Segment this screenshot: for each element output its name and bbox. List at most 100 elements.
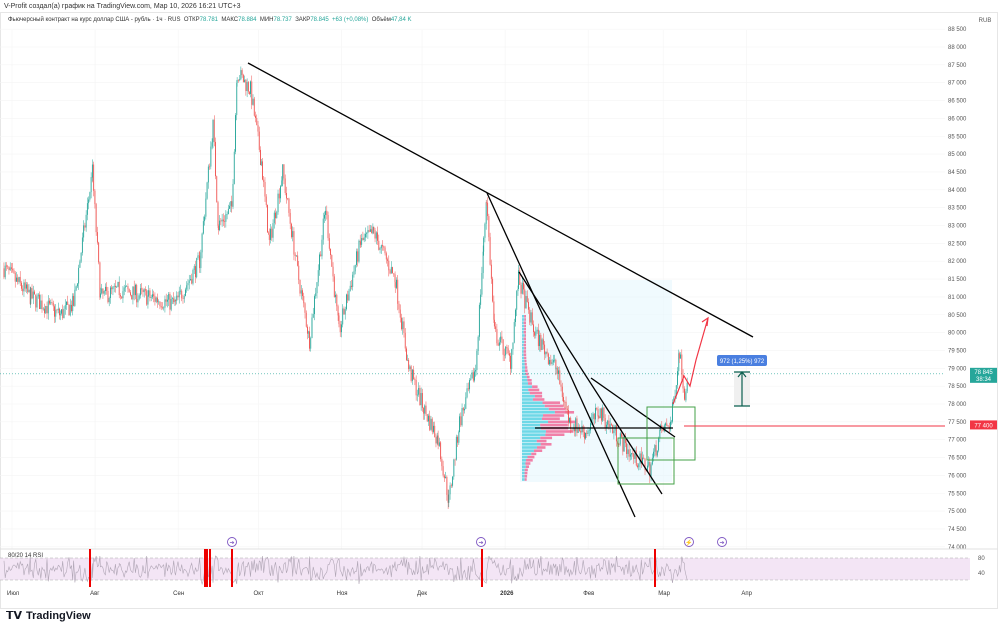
candle[interactable] (101, 288, 103, 294)
candle[interactable] (665, 423, 667, 426)
candle[interactable] (489, 237, 491, 265)
candle[interactable] (321, 239, 323, 257)
candle[interactable] (156, 297, 158, 303)
rsi-signal-marker[interactable] (654, 549, 656, 587)
candle[interactable] (634, 450, 636, 459)
candle[interactable] (317, 270, 319, 283)
candle[interactable] (556, 367, 558, 374)
candle[interactable] (608, 420, 610, 428)
candle[interactable] (137, 298, 139, 303)
candle[interactable] (192, 269, 194, 284)
candle[interactable] (39, 294, 40, 310)
candle[interactable] (190, 279, 191, 281)
candle[interactable] (435, 436, 437, 444)
candle[interactable] (549, 359, 551, 365)
candle[interactable] (217, 202, 219, 226)
candle[interactable] (681, 354, 683, 375)
candle[interactable] (602, 407, 604, 421)
candle[interactable] (34, 291, 35, 295)
candle[interactable] (258, 131, 260, 150)
candle[interactable] (89, 192, 91, 200)
candle[interactable] (621, 433, 623, 437)
candle[interactable] (91, 164, 93, 178)
candle[interactable] (633, 454, 635, 459)
candle[interactable] (217, 225, 219, 231)
candle[interactable] (199, 255, 201, 269)
candle[interactable] (682, 374, 684, 389)
candle[interactable] (150, 297, 152, 298)
candle[interactable] (362, 238, 364, 241)
trendline-channel-lower[interactable] (518, 271, 663, 495)
candle[interactable] (414, 379, 416, 381)
candle[interactable] (351, 285, 352, 287)
candle[interactable] (390, 267, 392, 274)
candle[interactable] (320, 254, 322, 257)
candle[interactable] (315, 293, 317, 297)
candle[interactable] (256, 117, 258, 126)
candle[interactable] (59, 308, 60, 316)
candle[interactable] (392, 267, 393, 274)
candle[interactable] (257, 125, 259, 132)
candle[interactable] (384, 247, 386, 254)
drawings[interactable] (247, 62, 945, 518)
candle[interactable] (79, 261, 81, 268)
rsi-signal-marker[interactable] (204, 549, 206, 587)
candle[interactable] (610, 424, 612, 426)
candle[interactable] (277, 193, 279, 213)
candle[interactable] (290, 223, 292, 238)
candle[interactable] (477, 336, 479, 351)
candle[interactable] (464, 408, 466, 411)
candle[interactable] (560, 384, 562, 387)
candle[interactable] (209, 166, 211, 168)
candle[interactable] (221, 219, 223, 222)
candle[interactable] (683, 388, 685, 393)
candle[interactable] (453, 459, 455, 477)
economic-event-icon[interactable] (684, 537, 694, 547)
candle[interactable] (341, 324, 342, 333)
candle[interactable] (437, 435, 439, 446)
candle[interactable] (30, 288, 32, 304)
candle[interactable] (336, 294, 338, 307)
candle[interactable] (161, 307, 163, 309)
candle[interactable] (72, 295, 74, 312)
candle[interactable] (275, 212, 276, 219)
candle[interactable] (408, 359, 410, 370)
candle[interactable] (338, 315, 340, 325)
candle[interactable] (622, 436, 624, 452)
candle[interactable] (153, 294, 155, 297)
candle[interactable] (241, 70, 243, 76)
candle[interactable] (519, 270, 521, 285)
candle[interactable] (377, 232, 378, 241)
candle[interactable] (37, 294, 39, 297)
candle[interactable] (240, 70, 242, 80)
candle[interactable] (599, 408, 601, 419)
candle[interactable] (474, 371, 476, 381)
candle[interactable] (545, 351, 547, 355)
candle[interactable] (580, 430, 582, 433)
candle[interactable] (551, 362, 553, 364)
candle[interactable] (8, 266, 10, 271)
candle[interactable] (638, 464, 640, 468)
candle[interactable] (220, 220, 222, 222)
candle[interactable] (440, 442, 442, 460)
candle[interactable] (85, 214, 87, 228)
candle[interactable] (265, 196, 267, 206)
candle[interactable] (263, 179, 265, 182)
currency-label[interactable]: RUB (979, 18, 992, 24)
candle[interactable] (14, 272, 16, 282)
candle[interactable] (284, 178, 286, 193)
candle[interactable] (537, 329, 539, 347)
candle[interactable] (431, 418, 433, 432)
candle[interactable] (648, 462, 650, 466)
candle[interactable] (319, 254, 320, 271)
candle[interactable] (183, 295, 185, 299)
dividend-event-icon[interactable] (227, 537, 237, 547)
candle[interactable] (51, 302, 53, 303)
candle[interactable] (445, 476, 447, 479)
candle[interactable] (471, 372, 473, 379)
candle[interactable] (462, 408, 464, 411)
candle[interactable] (299, 280, 301, 294)
candle[interactable] (282, 164, 284, 181)
candle[interactable] (498, 342, 500, 346)
candle[interactable] (324, 214, 325, 219)
